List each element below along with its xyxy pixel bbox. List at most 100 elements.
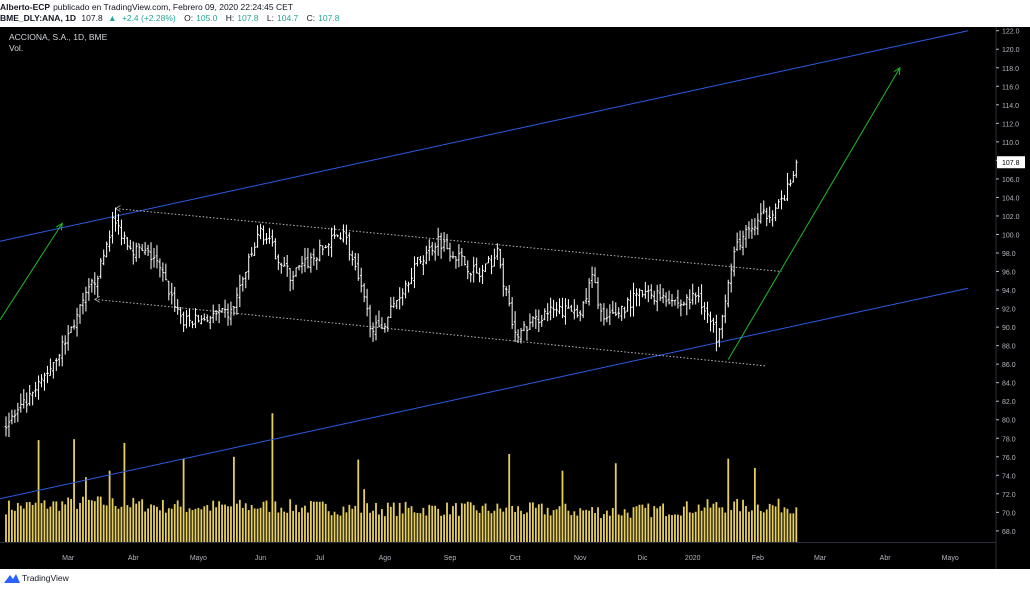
y-tick-label: 104.0	[1002, 195, 1020, 202]
volume-bar	[460, 503, 463, 542]
x-tick-label: 2020	[685, 555, 701, 562]
ohlc-bar	[140, 244, 144, 251]
volume-bar	[745, 505, 747, 542]
ohlc-bar	[203, 313, 206, 321]
volume-bar	[715, 501, 718, 542]
ohlc-bar	[555, 301, 558, 317]
volume-bar	[307, 512, 309, 542]
tradingview-brand[interactable]: TradingView	[22, 573, 69, 583]
ohlc-bar	[208, 315, 212, 330]
volume-bar	[321, 501, 324, 542]
y-tick-label: 102.0	[1002, 214, 1020, 221]
volume-bar	[496, 503, 499, 542]
ohlc-bar	[466, 260, 470, 280]
volume-bar	[372, 510, 374, 542]
ohlc-bar	[617, 307, 621, 319]
volume-bar	[324, 503, 327, 542]
x-tick-label: Oct	[510, 555, 521, 562]
ohlc-bar	[259, 223, 262, 240]
volume-bar	[567, 510, 570, 542]
volume-bar	[268, 511, 271, 542]
volume-bar	[484, 503, 487, 542]
volume-bar	[147, 508, 149, 542]
ohlc-bar	[584, 287, 588, 304]
price-chart[interactable]: 68.0 70.0 72.0 74.0 76.0 78.0 80.0 82.0 84.0 86.0…	[0, 27, 1030, 569]
volume-bar	[342, 506, 345, 542]
volume-bar	[570, 515, 573, 542]
volume-bar	[253, 508, 256, 542]
volume-bar	[413, 512, 416, 542]
volume-bar	[789, 513, 792, 542]
last-price-tag	[997, 156, 1025, 169]
volume-bar	[58, 510, 61, 542]
volume-bar	[526, 512, 528, 542]
volume-bar	[99, 496, 102, 542]
volume-bar	[34, 502, 37, 542]
y-tick-label: 106.0	[1002, 177, 1020, 184]
ohlc-bar	[703, 301, 706, 320]
volume-bar	[659, 506, 662, 542]
volume-bar	[37, 440, 40, 542]
ohlc-bar	[774, 203, 777, 222]
ohlc-bar	[644, 281, 647, 299]
y-tick-label: 122.0	[1002, 29, 1020, 36]
drawing-layer	[0, 30, 969, 500]
volume-bar	[250, 504, 253, 542]
ohlc-bar	[345, 224, 348, 245]
volume-bar	[733, 501, 736, 542]
volume-bar	[271, 413, 274, 542]
y-tick-label: 74.0	[1002, 473, 1016, 480]
volume-bar	[434, 505, 437, 542]
volume-bar	[635, 506, 638, 542]
volume-bar	[283, 511, 286, 542]
up-arrow-icon: ▲	[108, 13, 117, 23]
x-tick-label: Jun	[255, 555, 266, 562]
volume-bar	[739, 511, 741, 542]
volume-bar	[312, 501, 315, 542]
ohlc-bar	[611, 300, 615, 315]
y-tick-label: 100.0	[1002, 232, 1020, 239]
volume-bar	[682, 506, 685, 542]
volume-bar	[262, 501, 265, 542]
volume-bar	[591, 507, 593, 542]
publisher-name[interactable]: Alberto-ECP	[0, 2, 51, 12]
ohlc-bar	[43, 372, 46, 391]
volume-bar	[721, 507, 724, 542]
ohlc-bar	[229, 301, 233, 326]
projection-arrow	[727, 67, 901, 360]
volume-bar	[677, 514, 679, 542]
volume-bar	[617, 514, 620, 542]
ohlc-bar	[111, 211, 114, 244]
y-tick-label: 114.0	[1002, 103, 1019, 110]
volume-bar	[449, 514, 451, 542]
volume-bar	[348, 504, 351, 542]
ohlc-bar	[599, 303, 603, 322]
volume-bar	[647, 503, 650, 542]
ohlc-bar	[753, 218, 757, 236]
ohlc-bar	[528, 313, 532, 330]
volume-bar	[691, 512, 694, 542]
volume-bar	[694, 511, 697, 542]
volume-bar	[582, 510, 585, 542]
volume-bar	[31, 504, 34, 542]
volume-bar	[452, 506, 454, 542]
volume-bar	[706, 499, 709, 542]
volume-bar	[360, 512, 363, 542]
ohlc-bar	[427, 239, 431, 261]
ohlc-bar	[362, 283, 366, 303]
ohlc-bar	[735, 232, 739, 251]
axes: 68.0 70.0 72.0 74.0 76.0 78.0 80.0 82.0 84.0 86.0…	[0, 27, 1030, 569]
volume-bar	[688, 512, 691, 542]
volume-bar	[437, 508, 440, 542]
ohlc-bar	[374, 315, 378, 341]
volume-bar	[79, 502, 81, 542]
y-tick-label: 86.0	[1002, 362, 1016, 369]
price-change: ▲ +2.4 (+2.28%)	[108, 13, 179, 23]
channel-line	[0, 287, 969, 500]
ohlc-bar	[567, 299, 570, 309]
ohlc-bar	[679, 299, 683, 317]
ohlc-bar	[525, 326, 529, 341]
volume-bar	[233, 456, 235, 542]
volume-bar	[274, 501, 277, 542]
ohlc-bar	[756, 213, 760, 235]
